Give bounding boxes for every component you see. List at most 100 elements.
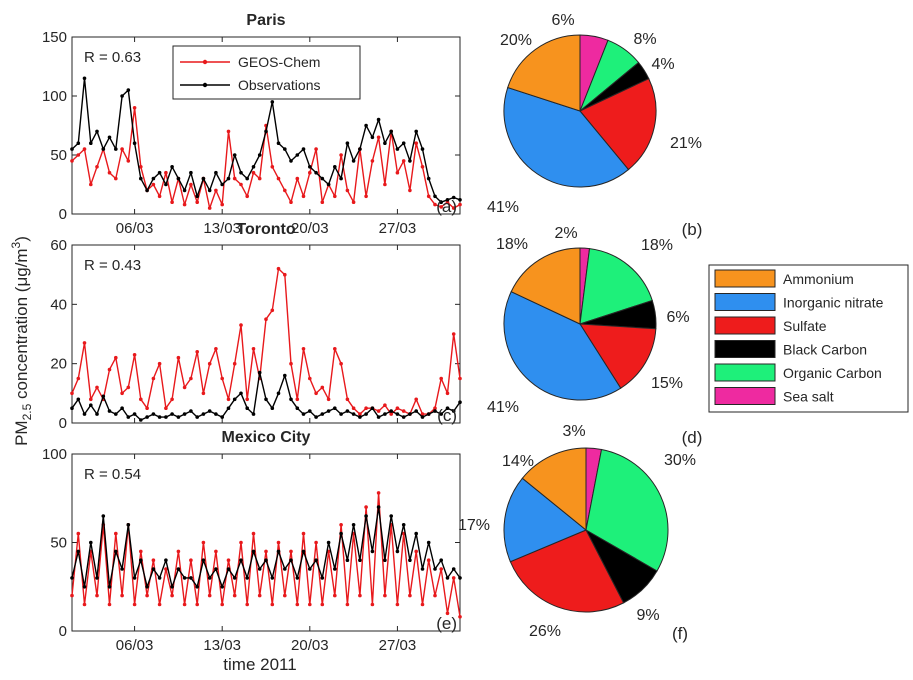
data-point: [120, 567, 124, 571]
data-point: [139, 558, 143, 562]
data-point: [283, 567, 287, 571]
legend-swatch-marker: [202, 82, 208, 88]
data-point: [176, 176, 181, 181]
y-tick-label: 20: [50, 356, 67, 373]
data-point: [245, 397, 249, 402]
pie-slice-inorganic-nitrate: [503, 290, 622, 401]
data-point: [426, 412, 431, 416]
data-point: [82, 412, 87, 416]
data-point: [126, 88, 131, 92]
pie-slice-sulfate: [579, 77, 657, 171]
data-point: [383, 412, 387, 416]
data-point: [433, 567, 437, 571]
data-point: [295, 153, 300, 157]
pie-slice-label: 18%: [641, 237, 673, 254]
data-point: [283, 188, 287, 193]
data-point: [101, 147, 106, 151]
data-point: [151, 176, 156, 181]
data-point: [395, 602, 400, 607]
data-point: [251, 170, 256, 175]
data-point: [351, 406, 356, 411]
data-point: [383, 141, 387, 145]
data-point: [445, 576, 450, 580]
data-point: [245, 176, 249, 181]
y-tick-label: 100: [42, 446, 67, 463]
data-point: [301, 147, 306, 151]
data-point: [339, 531, 343, 536]
data-point: [239, 391, 243, 396]
data-point: [132, 412, 137, 416]
series-markers-2: [70, 76, 462, 204]
data-point: [445, 391, 450, 396]
data-point: [70, 593, 74, 598]
data-point: [157, 415, 162, 419]
data-point: [289, 159, 293, 163]
pie-legend-label: Sea salt: [783, 389, 834, 405]
pie-slice-label: 4%: [651, 56, 674, 73]
data-point: [320, 412, 325, 416]
data-point: [308, 170, 312, 175]
data-point: [132, 576, 137, 580]
data-point: [451, 206, 456, 210]
data-point: [414, 531, 419, 536]
data-point: [283, 373, 287, 378]
y-tick-label: 50: [50, 147, 67, 164]
data-point: [257, 176, 262, 181]
data-point: [170, 165, 174, 169]
data-point: [451, 409, 456, 413]
data-point: [358, 412, 362, 416]
data-point: [401, 415, 406, 419]
data-point: [264, 558, 268, 562]
line-legend: GEOS-Chem Observations: [172, 45, 361, 100]
pie-chart-2: 2% 18% 6% 15% 41% 18% (d): [487, 225, 702, 447]
data-point: [289, 558, 293, 562]
data-point: [89, 540, 93, 545]
data-point: [89, 403, 93, 408]
data-point: [214, 549, 218, 554]
data-point: [339, 361, 343, 366]
data-point: [232, 153, 237, 157]
panel-title: Mexico City: [222, 429, 311, 446]
data-point: [389, 514, 394, 518]
data-point: [370, 135, 375, 140]
data-point: [420, 412, 425, 416]
panel-title: Paris: [246, 12, 285, 29]
data-point: [126, 159, 131, 163]
data-point: [301, 531, 306, 536]
x-tick-label: 06/03: [116, 637, 154, 654]
data-point: [289, 200, 293, 204]
data-point: [114, 549, 118, 554]
data-point: [126, 523, 131, 527]
data-point: [95, 576, 99, 580]
pie-slice-label: 20%: [500, 32, 532, 49]
data-point: [326, 182, 331, 187]
data-point: [70, 147, 74, 151]
data-point: [132, 106, 137, 110]
y-tick-label: 0: [59, 415, 67, 432]
data-point: [345, 409, 350, 413]
x-tick-label: 13/03: [203, 220, 241, 237]
data-point: [339, 153, 343, 157]
data-point: [301, 194, 306, 199]
data-point: [351, 412, 356, 416]
data-point: [314, 147, 318, 151]
data-point: [295, 176, 300, 181]
pie-legend-swatch: [714, 293, 776, 311]
data-point: [333, 406, 337, 411]
data-point: [176, 567, 181, 571]
data-point: [383, 403, 387, 408]
correlation-label: R = 0.54: [84, 466, 141, 483]
data-point: [276, 540, 281, 545]
y-axis-label-sup: 3: [9, 241, 23, 248]
data-point: [333, 165, 337, 169]
data-point: [82, 147, 87, 151]
data-point: [139, 418, 143, 422]
data-point: [270, 100, 275, 104]
pie-legend-swatch: [714, 363, 776, 382]
panel-letter: (f): [672, 624, 688, 643]
data-point: [301, 549, 306, 554]
data-point: [76, 397, 81, 402]
data-point: [195, 415, 199, 419]
data-point: [220, 202, 224, 207]
pie-legend-swatch: [714, 340, 776, 358]
